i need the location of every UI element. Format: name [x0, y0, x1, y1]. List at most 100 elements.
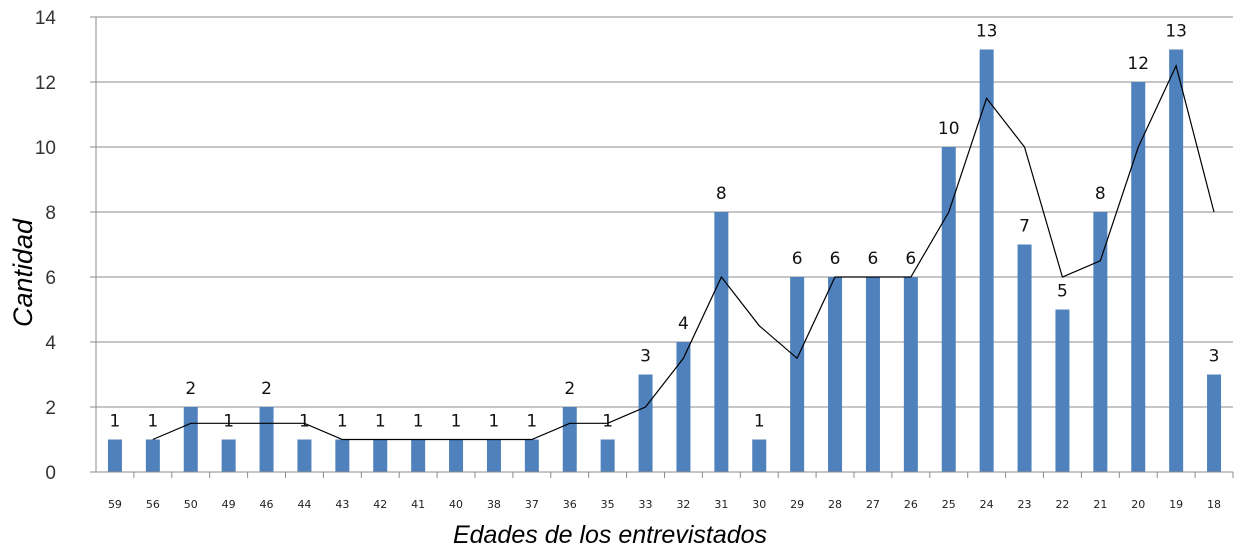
- moving-average-line: [152, 64, 1215, 441]
- bar-25: [941, 147, 956, 472]
- trendline: [152, 64, 1215, 441]
- x-tick-label-25: 25: [942, 498, 956, 511]
- x-tick-label-41: 41: [411, 498, 425, 511]
- data-label-36: 2: [564, 379, 575, 399]
- bar-38: [486, 439, 501, 472]
- bar-37: [524, 439, 539, 472]
- bar-56: [145, 439, 160, 472]
- data-label-23: 7: [1019, 217, 1030, 237]
- bar-24: [979, 49, 994, 472]
- bar-18: [1207, 374, 1222, 472]
- data-label-44: 1: [299, 412, 310, 432]
- x-axis-title: Edades de los entrevistados: [453, 521, 767, 549]
- bar-30: [752, 439, 767, 472]
- bar-35: [600, 439, 615, 472]
- x-tick-label-37: 37: [525, 498, 539, 511]
- bar-19: [1169, 49, 1184, 472]
- data-label-18: 3: [1209, 347, 1220, 367]
- bar-29: [790, 277, 805, 472]
- bar-59: [107, 439, 122, 472]
- bar-44: [297, 439, 312, 472]
- data-label-43: 1: [337, 412, 348, 432]
- data-label-27: 6: [868, 249, 879, 269]
- y-tick-label-4: 4: [45, 333, 56, 354]
- bar-28: [828, 277, 843, 472]
- data-label-35: 1: [602, 412, 613, 432]
- x-tick-label-26: 26: [904, 498, 918, 511]
- x-tick-label-49: 49: [222, 498, 236, 511]
- data-label-20: 12: [1127, 54, 1149, 74]
- y-tick-label-2: 2: [45, 398, 56, 419]
- x-tick-label-23: 23: [1018, 498, 1032, 511]
- data-label-49: 1: [223, 412, 234, 432]
- x-tick-label-22: 22: [1055, 498, 1069, 511]
- gridlines: [96, 16, 1233, 408]
- data-label-30: 1: [754, 412, 765, 432]
- y-tick-label-12: 12: [35, 73, 56, 94]
- data-label-59: 1: [110, 412, 121, 432]
- y-tick-label-10: 10: [35, 138, 56, 159]
- bar-50: [183, 407, 198, 472]
- x-tick-label-18: 18: [1207, 498, 1221, 511]
- y-tick-label-6: 6: [45, 268, 56, 289]
- bar-21: [1093, 212, 1108, 472]
- data-label-25: 10: [938, 119, 960, 139]
- data-label-46: 2: [261, 379, 272, 399]
- data-label-31: 8: [716, 184, 727, 204]
- x-tick-label-31: 31: [714, 498, 728, 511]
- x-tick-label-35: 35: [601, 498, 615, 511]
- x-tick-label-29: 29: [790, 498, 804, 511]
- bar-43: [335, 439, 350, 472]
- bar-27: [865, 277, 880, 472]
- bars: [107, 49, 1222, 472]
- x-tick-label-36: 36: [563, 498, 577, 511]
- x-tick-label-27: 27: [866, 498, 880, 511]
- x-tick-label-20: 20: [1131, 498, 1145, 511]
- x-tick-label-59: 59: [108, 498, 122, 511]
- data-label-50: 2: [185, 379, 196, 399]
- bar-46: [259, 407, 274, 472]
- data-label-40: 1: [451, 412, 462, 432]
- bar-41: [411, 439, 426, 472]
- data-label-37: 1: [526, 412, 537, 432]
- bar-49: [221, 439, 236, 472]
- x-tick-label-40: 40: [449, 498, 463, 511]
- y-tick-label-0: 0: [45, 463, 56, 484]
- bar-22: [1055, 309, 1070, 472]
- data-label-29: 6: [792, 249, 803, 269]
- y-tick-label-14: 14: [35, 8, 57, 29]
- data-label-38: 1: [489, 412, 500, 432]
- data-label-42: 1: [375, 412, 386, 432]
- data-label-26: 6: [905, 249, 916, 269]
- data-label-22: 5: [1057, 282, 1068, 302]
- data-label-56: 1: [147, 412, 158, 432]
- x-tick-label-28: 28: [828, 498, 842, 511]
- bar-32: [676, 342, 691, 472]
- bar-31: [714, 212, 729, 472]
- x-tick-label-32: 32: [676, 498, 690, 511]
- bar-26: [903, 277, 918, 472]
- x-tick-label-24: 24: [980, 498, 994, 511]
- x-tick-label-33: 33: [639, 498, 653, 511]
- x-tick-label-21: 21: [1093, 498, 1107, 511]
- x-axis-ticks: 59 56 50 49 46 44 43 42 41 40 38 37 36 35 33 32 31 30 29 28…: [108, 472, 1234, 511]
- data-label-32: 4: [678, 314, 689, 334]
- bar-20: [1131, 82, 1146, 472]
- y-tick-label-8: 8: [45, 203, 56, 224]
- y-axis-title: Cantidad: [8, 218, 38, 327]
- x-tick-label-50: 50: [184, 498, 198, 511]
- x-tick-label-42: 42: [373, 498, 387, 511]
- bar-40: [449, 439, 464, 472]
- bar-23: [1017, 244, 1032, 472]
- x-tick-label-44: 44: [297, 498, 311, 511]
- x-tick-label-30: 30: [752, 498, 766, 511]
- data-label-21: 8: [1095, 184, 1106, 204]
- data-label-24: 13: [976, 22, 998, 42]
- x-tick-label-56: 56: [146, 498, 160, 511]
- bar-33: [638, 374, 653, 472]
- data-label-41: 1: [413, 412, 424, 432]
- x-tick-label-38: 38: [487, 498, 501, 511]
- data-label-33: 3: [640, 347, 651, 367]
